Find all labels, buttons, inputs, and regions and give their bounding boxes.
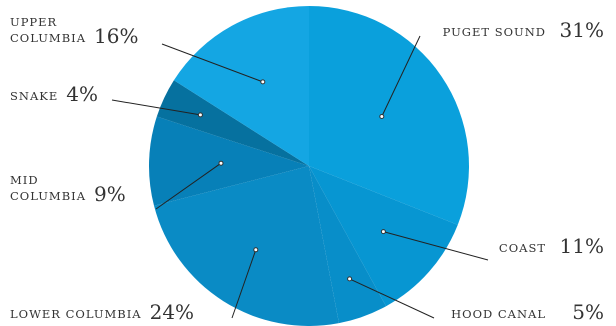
leader-line-coast (383, 231, 489, 261)
slice-label-hood-canal: HOOD CANAL 5% (451, 300, 604, 324)
slice-mid-columbia (149, 116, 309, 206)
slice-puget-sound (309, 6, 469, 225)
slice-lower-columbia (154, 166, 339, 326)
slices-layer (149, 6, 469, 326)
slice-name-text: UPPER (10, 15, 57, 29)
slice-name-text: COLUMBIA (10, 31, 86, 45)
slice-coast (309, 166, 458, 307)
leader-dot-coast (380, 229, 386, 235)
slice-name-text: SNAKE (10, 89, 58, 103)
leader-dot-hood-canal (347, 276, 353, 282)
slice-label-upper-columbia: UPPER COLUMBIA 16% (10, 15, 138, 48)
leader-line-upper-columbia (161, 43, 263, 83)
leader-dot-mid-columbia (218, 160, 224, 166)
slice-name-text: COLUMBIA (10, 189, 86, 203)
slice-snake (156, 80, 309, 166)
slice-percent-text: 5% (572, 300, 604, 324)
slice-percent-text: 9% (94, 182, 126, 206)
leader-dot-puget-sound (379, 114, 385, 119)
leader-line-mid-columbia (155, 162, 222, 210)
slice-label-puget-sound: PUGET SOUND 31% (443, 18, 604, 42)
leader-lines-layer (111, 35, 489, 319)
slice-upper-columbia (173, 6, 309, 166)
slice-percent-text: 4% (66, 82, 98, 106)
slice-label-mid-columbia: MID COLUMBIA 9% (10, 173, 126, 206)
slice-name-text: LOWER COLUMBIA (10, 307, 142, 321)
slice-percent-text: 24% (150, 300, 194, 324)
slice-hood-canal (309, 166, 387, 324)
labels-layer: PUGET SOUND 31% COAST 11% HOOD CANAL 5% LOWER … (10, 15, 604, 324)
leader-line-puget-sound (381, 35, 421, 117)
leader-line-snake (111, 99, 201, 116)
slice-percent-text: 11% (560, 234, 604, 258)
leader-dot-lower-columbia (253, 247, 259, 253)
slice-percent-text: 16% (94, 24, 138, 48)
slice-name-text: MID (10, 173, 39, 187)
leader-dot-snake (197, 112, 203, 118)
slice-name-text: HOOD CANAL (451, 307, 546, 321)
leader-line-hood-canal (349, 278, 435, 319)
slice-percent-text: 31% (560, 18, 604, 42)
slice-label-snake: SNAKE 4% (10, 82, 98, 106)
leader-line-lower-columbia (231, 249, 257, 319)
slice-label-lower-columbia: LOWER COLUMBIA 24% (10, 300, 194, 324)
slice-label-coast: COAST 11% (499, 234, 604, 258)
leader-dot-upper-columbia (260, 79, 266, 85)
slice-name-text: PUGET SOUND (443, 25, 546, 39)
slice-name-text: COAST (499, 241, 546, 255)
